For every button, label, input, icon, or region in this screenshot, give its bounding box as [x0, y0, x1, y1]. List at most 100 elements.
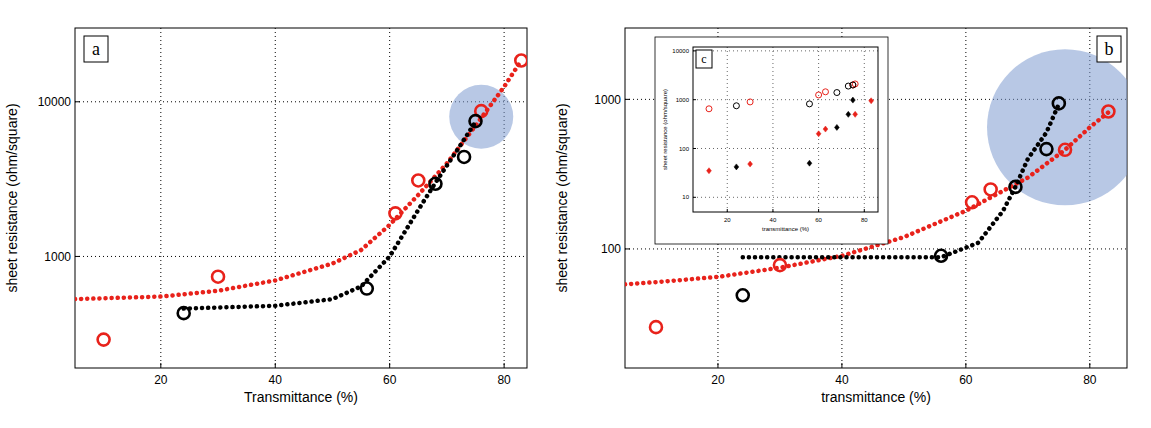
- data-point: [850, 82, 856, 88]
- y-axis-title: sheet resistance (ohm/square): [554, 103, 570, 292]
- tick: [389, 363, 390, 368]
- data-point: [966, 196, 978, 208]
- tick-label: 20: [724, 217, 731, 223]
- data-point: [850, 97, 855, 103]
- grid-line: [693, 197, 878, 198]
- background: [0, 0, 1151, 428]
- tick-label: 1000: [594, 93, 621, 107]
- grid-line: [75, 256, 527, 257]
- y-axis-title: sheet resistance (ohm/square): [4, 103, 20, 292]
- figure: 20 40 60 80 1000 10000 Transmittance (%) sheet …: [0, 0, 1151, 428]
- plot-area: [706, 81, 874, 174]
- panel-label: a: [92, 39, 100, 59]
- data-point: [774, 259, 786, 271]
- data-point: [429, 178, 441, 190]
- data-point: [747, 99, 753, 105]
- x-axis-title: transmittance (%): [762, 226, 809, 232]
- data-point: [98, 334, 110, 346]
- tick-label: 40: [835, 373, 849, 387]
- data-point: [737, 289, 749, 301]
- data-point: [1009, 181, 1021, 193]
- data-point: [458, 151, 470, 163]
- data-point: [361, 283, 373, 295]
- panel-label-box: [1097, 36, 1121, 62]
- data-point: [650, 321, 662, 333]
- tick: [841, 363, 842, 368]
- data-point: [748, 161, 753, 167]
- data-point: [1102, 105, 1114, 117]
- tick: [75, 256, 80, 257]
- grid-line: [389, 28, 390, 368]
- data-point: [515, 54, 527, 66]
- panel-a: 20 40 60 80 1000 10000 Transmittance (%) sheet …: [4, 28, 527, 405]
- data-point: [1059, 144, 1071, 156]
- grid-line: [625, 248, 1127, 249]
- tick-label: 10000: [38, 95, 72, 109]
- grid-line: [772, 47, 773, 212]
- data-point: [470, 115, 482, 127]
- tick: [275, 363, 276, 368]
- tick-label: 40: [269, 373, 283, 387]
- tick-label: 60: [383, 373, 397, 387]
- data-point: [412, 174, 424, 186]
- data-point: [707, 168, 712, 174]
- fit-line: [75, 60, 521, 299]
- data-point: [834, 124, 839, 130]
- inset-background: [655, 37, 888, 244]
- tick-label: 80: [861, 217, 868, 223]
- data-point: [1053, 97, 1065, 109]
- data-point: [985, 183, 997, 195]
- tick-label: 60: [815, 217, 822, 223]
- panel-label-box: [696, 50, 712, 68]
- tick-label: 10000: [672, 48, 689, 54]
- tick-label: 1000: [676, 97, 690, 103]
- data-point: [846, 111, 851, 117]
- data-point: [212, 271, 224, 283]
- data-point: [706, 106, 712, 112]
- data-point: [853, 111, 858, 117]
- tick: [965, 363, 966, 368]
- panel-label: c: [701, 52, 706, 66]
- tick-label: 60: [959, 373, 973, 387]
- data-point: [834, 90, 840, 96]
- plot-frame: [75, 28, 527, 368]
- panel-c: 20 40 60 80 10 100 1000 10000 transmittance (%) s…: [655, 37, 888, 244]
- data-point: [823, 126, 828, 132]
- panel-label-box: [84, 36, 108, 62]
- tick: [625, 99, 630, 100]
- data-point: [807, 160, 812, 166]
- tick-label: 40: [770, 217, 777, 223]
- tick: [160, 363, 161, 368]
- grid-line: [693, 148, 878, 149]
- fit-line: [184, 122, 476, 309]
- x-axis-title: Transmittance (%): [244, 389, 358, 405]
- tick-label: 100: [679, 146, 690, 152]
- grid-line: [504, 28, 505, 368]
- grid-line: [275, 28, 276, 368]
- grid-line: [864, 47, 865, 212]
- y-axis-title: sheet resistance (ohm/square): [662, 89, 668, 170]
- grid-line: [818, 47, 819, 212]
- panel-label: b: [1105, 39, 1114, 59]
- tick: [75, 101, 80, 102]
- tick-label: 20: [711, 373, 725, 387]
- data-point: [822, 89, 828, 95]
- tick-label: 10: [682, 194, 689, 200]
- tick: [504, 363, 505, 368]
- data-point: [733, 103, 739, 109]
- data-point: [389, 207, 401, 219]
- tick: [625, 248, 630, 249]
- data-point: [178, 307, 190, 319]
- tick-label: 100: [601, 242, 621, 256]
- tick-label: 1000: [44, 250, 71, 264]
- data-point: [734, 164, 739, 170]
- panel-b: 20 40 60 80 100 1000 transmittance (%) sheet re…: [554, 28, 1143, 405]
- data-point: [935, 250, 947, 262]
- x-axis-title: transmittance (%): [821, 389, 931, 405]
- tick-label: 80: [497, 373, 511, 387]
- data-point: [816, 131, 821, 137]
- highlight: [987, 49, 1127, 205]
- plot-frame: [693, 47, 878, 212]
- tick-label: 20: [154, 373, 168, 387]
- grid-line: [160, 28, 161, 368]
